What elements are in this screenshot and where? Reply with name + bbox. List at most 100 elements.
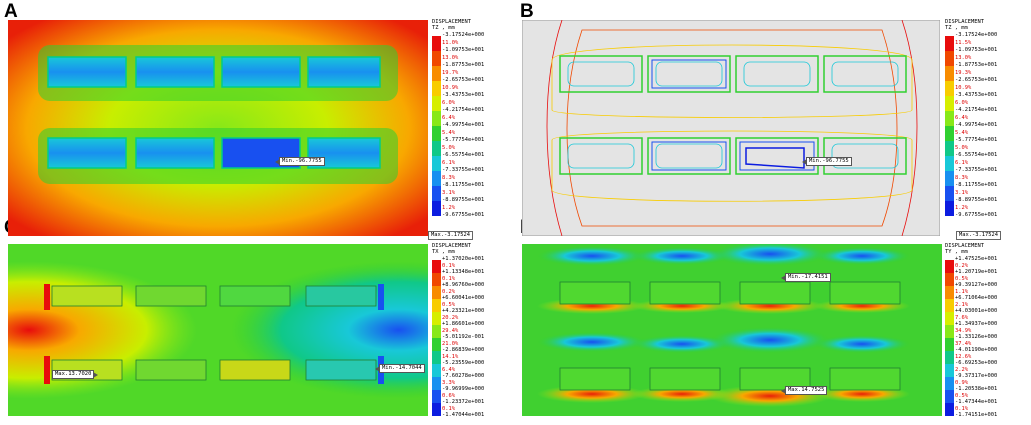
legend-percent: 8.3%: [955, 174, 968, 181]
legend-color-cell: [945, 260, 954, 273]
max-marker-d: Max.14.7525: [780, 386, 828, 395]
legend-color-cell: [432, 66, 441, 81]
legend-percent: 10.9%: [442, 84, 459, 91]
contour-line-plot-b: [522, 20, 940, 236]
legend-percent: 1.2%: [955, 204, 968, 211]
legend-value: -1.47044e+001: [442, 412, 485, 418]
legend-color-cell: [945, 111, 954, 126]
legend-a: DISPLACEMENT TZ , mm -3.17524e+000 -1.097…: [432, 19, 518, 230]
legend-value: -7.60278e+000: [442, 373, 485, 379]
min-marker-d: Min.-17.4151: [781, 273, 831, 282]
contour-plot-d: [522, 244, 942, 416]
legend-value: +1.37020e+001: [442, 256, 485, 262]
legend-value: -8.89755e+001: [955, 197, 998, 203]
legend-value: -1.47344e+001: [955, 399, 998, 405]
panel-label-b: B: [520, 1, 534, 22]
legend-color-cell: [945, 325, 954, 338]
legend-color-cell: [432, 260, 441, 273]
legend-color-cell: [945, 141, 954, 156]
legend-color-cell: [945, 126, 954, 141]
cavity-row-top: [47, 56, 381, 88]
legend-percent: 19.3%: [955, 69, 972, 76]
legend-value: -1.33126e+000: [955, 334, 998, 340]
legend-color-cell: [945, 286, 954, 299]
legend-percent: 5.0%: [955, 144, 968, 151]
legend-value: -2.86839e+000: [442, 347, 485, 353]
legend-percent: 11.0%: [442, 39, 459, 46]
legend-percent: 0.1%: [442, 262, 455, 269]
legend-percent: 0.9%: [955, 379, 968, 386]
legend-d: DISPLACEMENT TY , mm +1.47525e+001 +1.207…: [945, 243, 1031, 418]
legend-value: -4.99754e+001: [955, 122, 998, 128]
legend-color-cell: [945, 390, 954, 403]
legend-value: -6.55754e+001: [955, 152, 998, 158]
legend-percent: 2.2%: [955, 366, 968, 373]
legend-color-cell: [945, 201, 954, 216]
legend-value: -2.65753e+001: [442, 77, 485, 83]
legend-color-cell: [432, 299, 441, 312]
legend-title: DISPLACEMENT: [432, 19, 471, 25]
legend-percent: 3.3%: [442, 379, 455, 386]
legend-color-cell: [432, 186, 441, 201]
legend-value: +1.34937e+000: [955, 321, 998, 327]
legend-color-cell: [945, 312, 954, 325]
legend-percent: 29.4%: [442, 327, 459, 334]
legend-percent: 3.1%: [442, 189, 455, 196]
legend-percent: 37.4%: [955, 340, 972, 347]
legend-percent: 0.5%: [955, 392, 968, 399]
legend-color-cell: [945, 377, 954, 390]
legend-value: -8.11755e+001: [442, 182, 485, 188]
legend-percent: 6.0%: [442, 99, 455, 106]
contour-plot-a: [8, 20, 428, 236]
legend-value: -3.17524e+000: [442, 32, 485, 38]
legend-color-cell: [432, 201, 441, 216]
legend-color-cell: [945, 186, 954, 201]
legend-value: -3.43753e+001: [442, 92, 485, 98]
legend-percent: 19.7%: [442, 69, 459, 76]
legend-color-cell: [432, 364, 441, 377]
legend-percent: 6.4%: [955, 114, 968, 121]
legend-color-cell: [432, 286, 441, 299]
legend-color-cell: [945, 81, 954, 96]
legend-color-cell: [945, 36, 954, 51]
legend-value: -7.33755e+001: [442, 167, 485, 173]
legend-percent: 13.0%: [955, 54, 972, 61]
legend-color-cell: [945, 364, 954, 377]
legend-color-cell: [432, 156, 441, 171]
min-marker-c: Min.-14.7044: [375, 364, 425, 373]
legend-percent: 0.1%: [442, 405, 455, 412]
legend-value: +6.60041e+000: [442, 295, 485, 301]
legend-color-cell: [945, 299, 954, 312]
legend-percent: 0.5%: [955, 275, 968, 282]
legend-value: +1.13348e+001: [442, 269, 485, 275]
legend-value: +4.03001e+000: [955, 308, 998, 314]
legend-color-cell: [945, 66, 954, 81]
legend-percent: 2.1%: [955, 301, 968, 308]
legend-color-cell: [432, 141, 441, 156]
legend-title: DISPLACEMENT: [945, 19, 984, 25]
legend-value: -3.43753e+001: [955, 92, 998, 98]
legend-value: -5.01192e-001: [442, 334, 485, 340]
legend-color-cell: [432, 96, 441, 111]
legend-value: +6.71064e+000: [955, 295, 998, 301]
legend-c: DISPLACEMENT TX , mm +1.37020e+001 +1.133…: [432, 243, 518, 418]
legend-color-cell: [432, 273, 441, 286]
legend-color-cell: [945, 96, 954, 111]
legend-value: -7.33755e+001: [955, 167, 998, 173]
legend-percent: 1.1%: [955, 288, 968, 295]
legend-value: +4.23321e+000: [442, 308, 485, 314]
legend-color-cell: [432, 351, 441, 364]
legend-value: -8.89755e+001: [442, 197, 485, 203]
legend-percent: 8.3%: [442, 174, 455, 181]
legend-value: -6.55754e+001: [442, 152, 485, 158]
legend-color-cell: [432, 377, 441, 390]
legend-color-cell: [945, 338, 954, 351]
min-marker-b: Min.-96.7755: [802, 157, 852, 166]
legend-value: +9.39127e+000: [955, 282, 998, 288]
legend-color-cell: [432, 171, 441, 186]
legend-b: DISPLACEMENT TZ , mm -3.17524e+000 -1.097…: [945, 19, 1031, 230]
legend-percent: 0.5%: [442, 301, 455, 308]
legend-subtitle: TZ , mm: [432, 25, 455, 31]
legend-color-cell: [432, 325, 441, 338]
legend-percent: 7.6%: [955, 314, 968, 321]
